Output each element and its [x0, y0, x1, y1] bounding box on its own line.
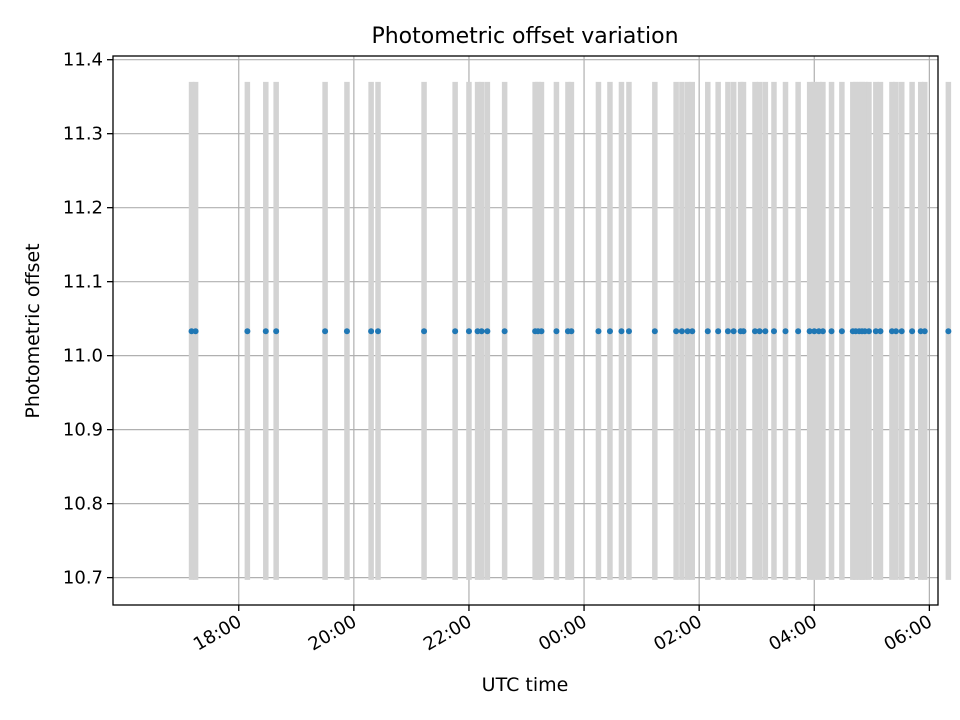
data-point — [795, 328, 802, 335]
data-point — [945, 328, 952, 335]
data-point — [782, 328, 789, 335]
data-point — [244, 328, 251, 335]
plot-frame — [112, 55, 939, 606]
data-point — [877, 328, 884, 335]
data-point — [872, 328, 879, 335]
data-point — [538, 328, 545, 335]
data-point — [484, 328, 491, 335]
data-point — [595, 328, 602, 335]
x-axis-label: UTC time — [482, 674, 569, 696]
data-point — [553, 328, 560, 335]
data-point — [715, 328, 722, 335]
data-point — [756, 328, 763, 335]
data-point — [465, 328, 472, 335]
data-point — [828, 328, 835, 335]
data-point — [343, 328, 350, 335]
y-tick-label: 11.1 — [63, 272, 103, 293]
data-point — [375, 328, 382, 335]
data-point — [192, 328, 199, 335]
data-point — [651, 328, 658, 335]
data-point — [762, 328, 769, 335]
data-point — [689, 328, 696, 335]
data-point — [838, 328, 845, 335]
y-tick-label: 11.2 — [63, 198, 103, 219]
y-tick-label: 11.4 — [63, 50, 103, 71]
data-point — [892, 328, 899, 335]
data-point — [606, 328, 613, 335]
data-point — [898, 328, 905, 335]
point-layer — [188, 328, 952, 335]
y-tick-label: 10.8 — [63, 494, 103, 515]
data-point — [478, 328, 485, 335]
data-point — [262, 328, 269, 335]
y-tick-label: 11.3 — [63, 124, 103, 145]
data-point — [501, 328, 508, 335]
y-axis-label: Photometric offset — [22, 243, 44, 418]
data-point — [865, 328, 872, 335]
data-point — [322, 328, 329, 335]
data-point — [921, 328, 928, 335]
data-point — [724, 328, 731, 335]
data-point — [568, 328, 575, 335]
data-point — [806, 328, 813, 335]
y-axis: 10.7 10.8 10.9 11.0 11.1 11.2 11.3 11.4 — [63, 50, 113, 589]
y-tick-label: 10.9 — [63, 420, 103, 441]
data-point — [811, 328, 818, 335]
data-point — [618, 328, 625, 335]
data-point — [421, 328, 428, 335]
data-point — [684, 328, 691, 335]
data-point — [625, 328, 632, 335]
data-point — [770, 328, 777, 335]
chart-title: Photometric offset variation — [371, 24, 678, 49]
data-point — [740, 328, 747, 335]
data-point — [673, 328, 680, 335]
y-tick-label: 10.7 — [63, 568, 103, 589]
data-point — [751, 328, 758, 335]
data-point — [730, 328, 737, 335]
data-point — [678, 328, 685, 335]
data-point — [273, 328, 280, 335]
y-tick-label: 11.0 — [63, 346, 103, 367]
data-point — [909, 328, 916, 335]
data-point — [368, 328, 375, 335]
data-point — [704, 328, 711, 335]
data-point — [819, 328, 826, 335]
data-point — [452, 328, 459, 335]
